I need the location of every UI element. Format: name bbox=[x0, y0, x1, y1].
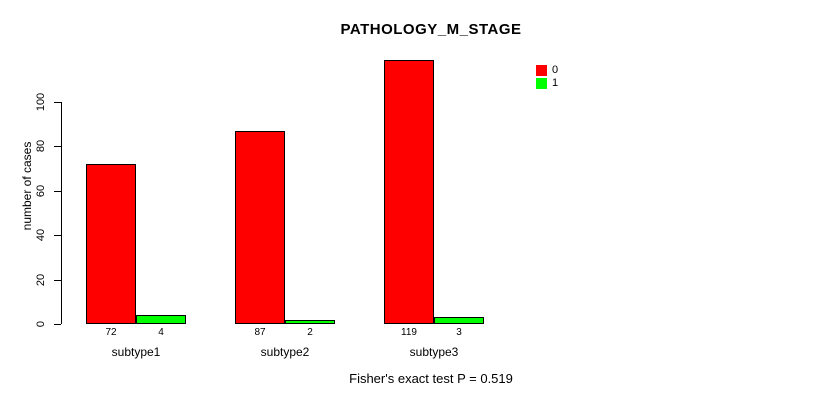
fisher-test-annotation: Fisher's exact test P = 0.519 bbox=[349, 371, 513, 386]
y-tick-label: 60 bbox=[35, 184, 47, 197]
category-label-subtype1: subtype1 bbox=[111, 345, 161, 359]
category-label-subtype2: subtype2 bbox=[260, 345, 310, 359]
bar-value-label: 2 bbox=[307, 327, 313, 338]
y-tick-label: 40 bbox=[35, 229, 47, 242]
bar-subtype3-series-1 bbox=[434, 317, 484, 324]
y-tick bbox=[54, 102, 61, 103]
bar-value-label: 87 bbox=[254, 327, 266, 338]
y-tick bbox=[54, 235, 61, 237]
y-tick bbox=[54, 146, 61, 148]
bar-subtype3-series-0 bbox=[384, 60, 434, 324]
y-tick bbox=[54, 324, 61, 325]
y-axis bbox=[61, 102, 62, 324]
legend-label: 1 bbox=[552, 76, 559, 89]
bar-subtype2-series-1 bbox=[285, 320, 335, 324]
y-tick-label: 0 bbox=[35, 320, 47, 328]
y-tick-label: 80 bbox=[35, 140, 47, 153]
y-tick bbox=[54, 190, 61, 192]
bar-subtype1-series-1 bbox=[136, 315, 186, 324]
bar-value-label: 72 bbox=[105, 327, 117, 338]
legend-item-1: 1 bbox=[536, 77, 558, 89]
y-axis-label: number of cases bbox=[20, 141, 34, 231]
y-tick-label: 20 bbox=[35, 273, 47, 286]
legend-swatch-icon bbox=[536, 77, 547, 89]
bar-value-label: 3 bbox=[456, 327, 462, 338]
y-tick bbox=[54, 279, 61, 281]
legend-item-0: 0 bbox=[536, 64, 558, 76]
y-tick-label: 100 bbox=[35, 92, 47, 112]
bar-subtype2-series-0 bbox=[235, 131, 285, 324]
bar-subtype1-series-0 bbox=[86, 164, 136, 324]
bar-value-label: 119 bbox=[401, 327, 417, 338]
legend-label: 0 bbox=[552, 63, 559, 76]
bar-value-label: 4 bbox=[158, 327, 164, 338]
legend-swatch-icon bbox=[536, 64, 547, 76]
category-label-subtype3: subtype3 bbox=[409, 345, 459, 359]
chart-title: PATHOLOGY_M_STAGE bbox=[340, 21, 522, 38]
